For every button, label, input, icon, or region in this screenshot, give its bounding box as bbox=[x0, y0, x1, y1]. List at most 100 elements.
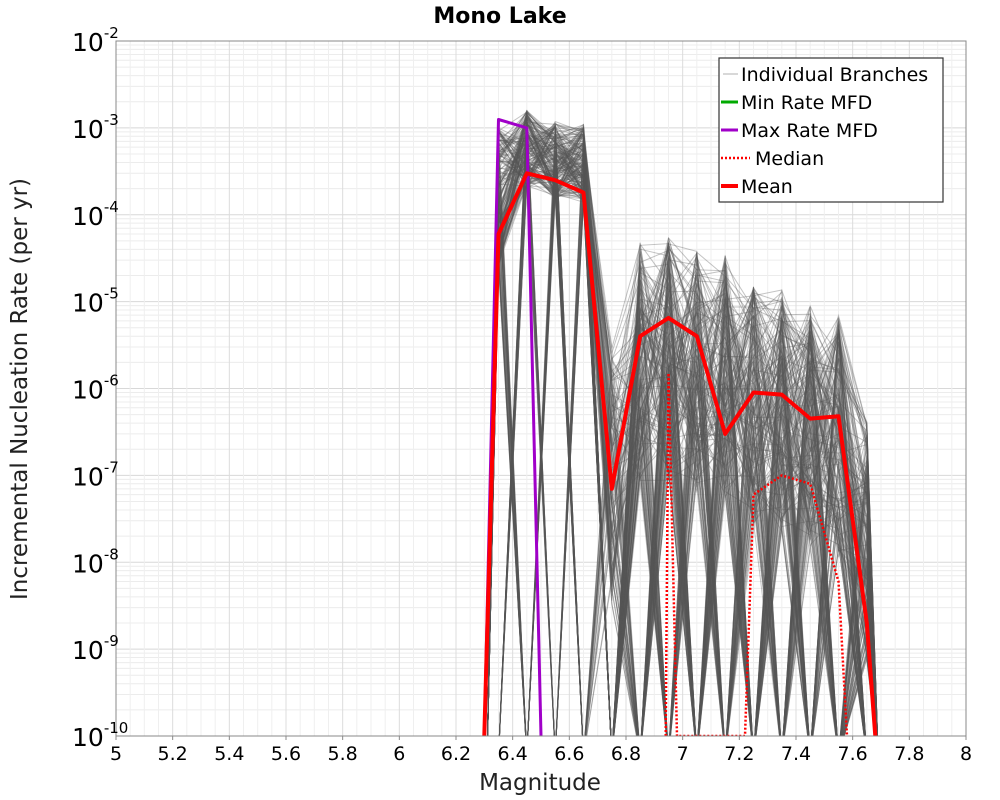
branch-line bbox=[487, 113, 878, 736]
branch-line bbox=[487, 143, 878, 736]
branch-line bbox=[487, 109, 878, 736]
branch-line bbox=[498, 150, 878, 736]
branch-line bbox=[498, 144, 878, 736]
branch-line bbox=[498, 121, 878, 736]
x-tick-label: 7.2 bbox=[724, 743, 754, 765]
x-tick-label: 7 bbox=[677, 743, 689, 765]
branch-line bbox=[487, 175, 878, 736]
branch-line bbox=[487, 164, 878, 736]
branch-line bbox=[487, 160, 879, 736]
individual-branches bbox=[487, 109, 879, 736]
branch-line bbox=[487, 160, 878, 736]
branch-line bbox=[498, 124, 837, 736]
branch-line bbox=[487, 115, 878, 736]
branch-line bbox=[527, 175, 879, 736]
branch-line bbox=[487, 116, 878, 736]
x-tick-label: 8 bbox=[960, 743, 972, 765]
branch-line bbox=[487, 169, 878, 736]
branch-line bbox=[487, 159, 866, 736]
branch-line bbox=[487, 148, 866, 736]
x-tick-label: 6.8 bbox=[611, 743, 641, 765]
branch-line bbox=[487, 118, 878, 736]
branch-line bbox=[487, 165, 837, 736]
y-tick-label: 10-2 bbox=[72, 24, 119, 57]
branch-line bbox=[487, 163, 865, 736]
branch-line bbox=[498, 172, 878, 736]
branch-line bbox=[487, 122, 878, 736]
branch-line bbox=[487, 149, 866, 736]
branch-line bbox=[487, 142, 878, 736]
branch-line bbox=[487, 142, 866, 736]
branch-line bbox=[487, 113, 878, 736]
x-tick-label: 5.6 bbox=[271, 743, 301, 765]
branch-line bbox=[487, 130, 878, 736]
branch-line bbox=[487, 129, 878, 736]
branch-line bbox=[487, 121, 878, 736]
branch-line bbox=[487, 111, 878, 736]
branch-line bbox=[487, 125, 879, 736]
branch-line bbox=[527, 130, 878, 736]
y-tick-base: 10 bbox=[72, 549, 104, 578]
branch-line bbox=[487, 153, 866, 736]
branch-line bbox=[487, 127, 878, 736]
branch-line bbox=[487, 127, 865, 736]
branch-line bbox=[498, 129, 866, 736]
branch-line bbox=[487, 126, 878, 736]
branch-line bbox=[498, 110, 865, 736]
branch-line bbox=[487, 128, 838, 736]
branch-line bbox=[487, 134, 866, 736]
branch-line bbox=[487, 135, 838, 736]
branch-line bbox=[487, 134, 878, 736]
branch-line bbox=[487, 121, 877, 736]
branch-line bbox=[487, 126, 866, 736]
branch-line bbox=[487, 151, 866, 736]
legend-label-median: Median bbox=[755, 148, 824, 170]
y-tick-label: 10-4 bbox=[72, 198, 119, 231]
branch-line bbox=[487, 190, 878, 736]
branch-line bbox=[487, 166, 878, 736]
x-tick-label: 7.8 bbox=[894, 743, 924, 765]
branch-line bbox=[487, 140, 878, 736]
branch-line bbox=[487, 155, 878, 736]
branch-line bbox=[487, 129, 838, 736]
mean-line bbox=[482, 171, 878, 736]
branch-line bbox=[487, 149, 878, 736]
branch-line bbox=[487, 111, 837, 736]
branch-line bbox=[487, 139, 878, 736]
branch-line bbox=[487, 143, 866, 736]
branch-line bbox=[487, 127, 878, 736]
branch-line bbox=[487, 153, 878, 736]
branch-line bbox=[498, 116, 878, 736]
branch-line bbox=[487, 110, 877, 736]
branch-line bbox=[487, 151, 878, 736]
branch-line bbox=[487, 134, 782, 736]
branch-line bbox=[487, 145, 878, 736]
branch-line bbox=[487, 130, 865, 736]
x-tick-label: 6.2 bbox=[441, 743, 471, 765]
branch-line bbox=[487, 140, 877, 736]
branch-line bbox=[487, 137, 878, 736]
branch-line bbox=[487, 133, 866, 736]
branch-line bbox=[487, 122, 838, 736]
branch-line bbox=[487, 150, 878, 736]
branch-line bbox=[487, 128, 878, 736]
legend: Individual Branches Min Rate MFD Max Rat… bbox=[718, 57, 944, 203]
branch-line bbox=[487, 134, 878, 736]
branch-line bbox=[487, 133, 866, 736]
branch-line bbox=[487, 141, 782, 736]
branch-line bbox=[555, 163, 866, 736]
branch-line bbox=[487, 114, 866, 736]
branch-line bbox=[487, 120, 878, 736]
branch-line bbox=[487, 134, 866, 736]
legend-label-min-rate: Min Rate MFD bbox=[741, 92, 872, 114]
branch-line bbox=[487, 137, 878, 736]
branch-line bbox=[555, 136, 879, 736]
branch-line bbox=[487, 132, 878, 736]
y-tick-exponent: -2 bbox=[104, 24, 119, 42]
branch-line bbox=[487, 137, 878, 736]
branch-line bbox=[487, 110, 878, 736]
branch-line bbox=[487, 142, 877, 736]
branch-line bbox=[487, 123, 878, 736]
branch-line bbox=[487, 140, 877, 736]
branch-line bbox=[487, 156, 878, 736]
